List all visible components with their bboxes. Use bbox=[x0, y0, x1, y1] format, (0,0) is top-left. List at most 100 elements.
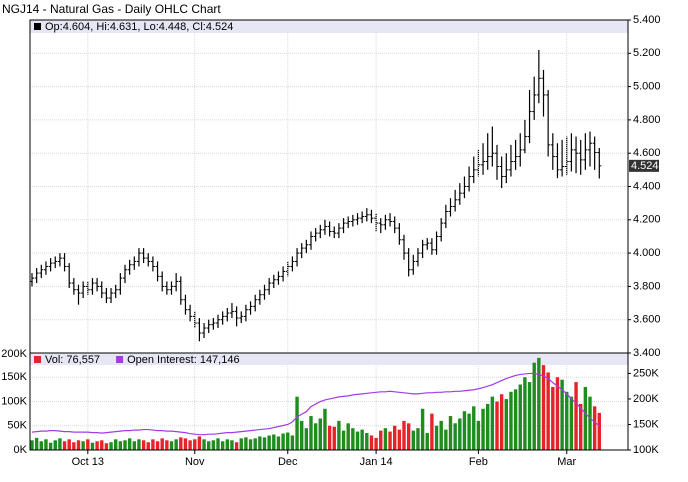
volume-bar bbox=[95, 441, 99, 450]
volume-bar bbox=[258, 436, 262, 450]
y-tick-label: 200K bbox=[1, 348, 27, 360]
legend-label: Open Interest: 147,146 bbox=[127, 354, 240, 366]
y-tick-label: 4.400 bbox=[633, 180, 661, 192]
volume-bar bbox=[532, 362, 536, 450]
y-tick-label: 3.600 bbox=[633, 314, 661, 326]
panel-frame bbox=[29, 352, 629, 451]
x-tick-label: Mar bbox=[557, 456, 576, 468]
volume-bar bbox=[411, 430, 415, 450]
volume-bar bbox=[416, 428, 420, 450]
volume-bar bbox=[444, 429, 448, 450]
volume-bar bbox=[304, 428, 309, 450]
volume-bar bbox=[295, 396, 299, 450]
last-price-label: 4.524 bbox=[631, 160, 659, 172]
volume-bar bbox=[374, 437, 378, 450]
legend-strip bbox=[30, 353, 628, 365]
volume-bar bbox=[48, 442, 53, 450]
volume-bar bbox=[448, 416, 453, 450]
volume-bar bbox=[225, 439, 229, 450]
volume-bar bbox=[383, 428, 388, 450]
y2-tick-label: 200K bbox=[633, 393, 659, 405]
legend-swatch bbox=[116, 356, 124, 363]
volume-bar bbox=[290, 435, 295, 450]
volume-bar bbox=[369, 435, 374, 450]
volume-bar bbox=[439, 420, 443, 450]
volume-bar bbox=[207, 441, 211, 450]
volume-bar bbox=[555, 377, 560, 450]
volume-bar bbox=[248, 439, 253, 450]
y-tick-label: 5.000 bbox=[633, 81, 661, 93]
volume-bar bbox=[262, 437, 267, 450]
volume-bar bbox=[86, 439, 90, 450]
volume-bar bbox=[39, 441, 43, 450]
volume-bar bbox=[100, 440, 104, 450]
volume-bar bbox=[453, 423, 457, 450]
volume-bar bbox=[472, 406, 476, 450]
volume-bar bbox=[234, 442, 239, 450]
volume-bar bbox=[592, 406, 597, 450]
y-tick-label: 100K bbox=[1, 395, 27, 407]
y-tick-label: 5.400 bbox=[633, 14, 661, 26]
volume-bar bbox=[467, 413, 471, 450]
volume-bar bbox=[406, 423, 411, 450]
y-tick-label: 50K bbox=[7, 420, 27, 432]
volume-bar bbox=[541, 365, 546, 450]
volume-bar bbox=[458, 418, 462, 450]
y2-tick-label: 150K bbox=[633, 418, 659, 430]
volume-bar bbox=[346, 423, 350, 450]
volume-bar bbox=[523, 377, 527, 450]
volume-bar bbox=[34, 437, 39, 450]
volume-bar bbox=[597, 412, 601, 450]
volume-bar bbox=[551, 386, 555, 450]
volume-bar bbox=[267, 435, 271, 450]
volume-bar bbox=[118, 441, 123, 450]
volume-bar bbox=[579, 403, 583, 450]
volume-bar bbox=[490, 396, 495, 450]
volume-bar bbox=[300, 420, 304, 450]
volume-bar bbox=[137, 439, 141, 450]
volume-bar bbox=[174, 439, 178, 450]
volume-bar bbox=[537, 357, 541, 450]
volume-bar bbox=[420, 408, 425, 450]
volume-bar bbox=[430, 413, 434, 450]
volume-bar bbox=[360, 429, 364, 450]
volume-bar bbox=[504, 399, 508, 450]
legend-swatch bbox=[34, 23, 41, 30]
volume-bar bbox=[499, 394, 504, 450]
y-tick-label: 4.600 bbox=[633, 147, 661, 159]
legend-label: Vol: 76,557 bbox=[45, 354, 100, 366]
volume-bar bbox=[574, 382, 578, 450]
volume-bar bbox=[365, 433, 369, 450]
volume-bar bbox=[379, 430, 383, 450]
volume-bar bbox=[513, 389, 518, 450]
volume-bar bbox=[476, 420, 481, 450]
volume-bar bbox=[318, 418, 322, 450]
volume-bar bbox=[286, 432, 290, 450]
volume-bar bbox=[188, 440, 192, 450]
volume-bar bbox=[67, 439, 71, 450]
volume-bar bbox=[583, 386, 588, 450]
volume-bar bbox=[202, 439, 206, 450]
volume-bar bbox=[337, 420, 341, 450]
volume-bar bbox=[211, 440, 216, 450]
x-tick-label: Jan 14 bbox=[360, 456, 393, 468]
volume-bar bbox=[509, 391, 513, 450]
y-tick-label: 3.800 bbox=[633, 280, 661, 292]
volume-bar bbox=[179, 437, 183, 450]
volume-bar bbox=[393, 425, 397, 450]
last-price-box bbox=[629, 159, 659, 172]
volume-bar bbox=[146, 442, 150, 450]
volume-bar bbox=[355, 431, 360, 450]
volume-bar bbox=[565, 391, 569, 450]
volume-bar bbox=[495, 401, 499, 450]
chart-title: NGJ14 - Natural Gas - Daily OHLC Chart bbox=[2, 2, 221, 16]
volume-bar bbox=[434, 425, 439, 450]
legend-strip bbox=[30, 20, 628, 33]
y-tick-label: 3.400 bbox=[633, 347, 661, 359]
volume-bar bbox=[239, 438, 243, 450]
volume-bar bbox=[151, 439, 155, 450]
volume-bar bbox=[44, 439, 48, 450]
volume-bar bbox=[81, 441, 85, 450]
volume-bar bbox=[402, 420, 406, 450]
